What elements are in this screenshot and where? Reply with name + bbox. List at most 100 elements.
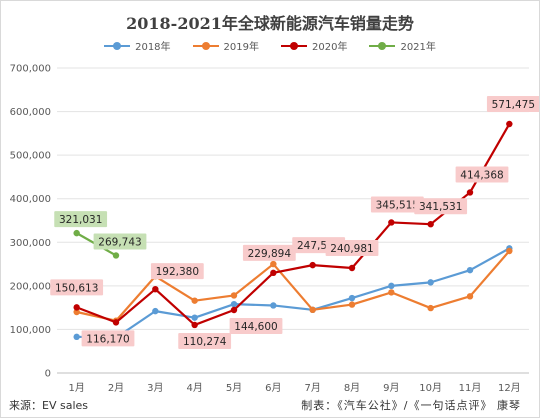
data-label-box bbox=[54, 211, 108, 228]
legend-swatch-2021 bbox=[369, 41, 396, 50]
chart-title: 2018-2021年全球新能源汽车销量走势 bbox=[126, 14, 414, 33]
series-line bbox=[76, 250, 511, 322]
data-label: 341,531 bbox=[419, 201, 462, 213]
data-label: 571,475 bbox=[492, 99, 535, 111]
source-note: 来源：EV sales bbox=[9, 399, 88, 412]
legend-item-2020: 2020年 bbox=[281, 38, 347, 53]
data-point bbox=[466, 266, 474, 274]
data-point bbox=[191, 314, 198, 321]
data-point bbox=[348, 264, 356, 272]
data-label-box bbox=[370, 196, 424, 213]
data-point bbox=[73, 304, 80, 311]
data-label-box bbox=[455, 166, 509, 183]
data-point bbox=[270, 302, 277, 309]
data-point bbox=[309, 306, 316, 314]
x-tick-label: 6月 bbox=[265, 382, 281, 394]
y-tick-label: 400,000 bbox=[10, 194, 51, 205]
data-label-box bbox=[242, 244, 296, 261]
data-label-box bbox=[50, 279, 104, 296]
legend-item-2021: 2021年 bbox=[369, 38, 436, 53]
x-tick-label: 8月 bbox=[344, 382, 360, 394]
series-line bbox=[76, 247, 510, 339]
y-tick-label: 300,000 bbox=[10, 238, 51, 249]
data-point bbox=[388, 289, 395, 296]
series-line bbox=[76, 123, 511, 327]
data-label-box bbox=[178, 332, 232, 349]
legend-label-2018: 2018年 bbox=[135, 42, 171, 53]
x-tick-label: 11月 bbox=[459, 382, 482, 394]
data-label: 414,368 bbox=[460, 169, 503, 181]
x-tick-label: 5月 bbox=[226, 382, 242, 394]
x-tick-label: 12月 bbox=[498, 382, 521, 394]
x-tick-label: 4月 bbox=[186, 382, 202, 394]
data-label: 150,613 bbox=[55, 282, 98, 294]
data-label: 144,600 bbox=[234, 321, 277, 333]
data-point bbox=[506, 247, 513, 255]
credit-note: 制表：《汽车公社》/《一句话点评》 康琴 bbox=[301, 399, 521, 412]
data-point bbox=[152, 285, 159, 293]
data-point bbox=[348, 301, 356, 308]
data-label-box bbox=[325, 240, 379, 257]
data-point bbox=[466, 293, 474, 300]
data-label-box bbox=[150, 263, 204, 280]
x-tick-label: 3月 bbox=[147, 382, 163, 394]
data-label: 269,743 bbox=[98, 236, 141, 248]
x-tick-label: 2月 bbox=[108, 382, 124, 394]
data-label-box bbox=[93, 233, 147, 250]
data-label-box bbox=[414, 198, 468, 215]
data-point bbox=[348, 294, 356, 302]
data-point bbox=[427, 304, 434, 312]
data-point bbox=[309, 261, 316, 269]
data-point bbox=[270, 260, 277, 268]
x-tick-label: 1月 bbox=[68, 382, 84, 394]
legend-swatch-2020 bbox=[281, 41, 307, 50]
data-point bbox=[191, 321, 198, 329]
data-point bbox=[427, 279, 434, 286]
data-point bbox=[73, 333, 80, 341]
data-point bbox=[230, 306, 238, 314]
legend-swatch-2019 bbox=[192, 41, 219, 50]
data-label: 321,031 bbox=[59, 214, 102, 226]
data-point bbox=[506, 120, 513, 128]
data-point bbox=[388, 282, 395, 290]
legend-label-2021: 2021年 bbox=[400, 42, 436, 53]
y-tick-label: 600,000 bbox=[10, 107, 51, 118]
data-point bbox=[270, 269, 277, 277]
data-point bbox=[112, 252, 120, 259]
y-tick-label: 200,000 bbox=[10, 281, 51, 292]
data-point bbox=[230, 292, 238, 299]
data-point bbox=[73, 229, 80, 237]
legend-label-2020: 2020年 bbox=[312, 42, 348, 53]
data-point bbox=[427, 220, 434, 228]
data-label: 192,380 bbox=[156, 266, 199, 278]
data-point bbox=[152, 307, 159, 315]
data-point bbox=[230, 300, 238, 308]
y-tick-label: 0 bbox=[45, 369, 51, 380]
legend-swatch-2018 bbox=[104, 41, 131, 50]
data-label: 116,170 bbox=[86, 333, 129, 345]
data-label: 229,894 bbox=[248, 248, 292, 260]
data-point bbox=[73, 308, 80, 316]
data-label: 240,981 bbox=[330, 243, 373, 255]
data-label-box bbox=[229, 317, 283, 334]
y-tick-label: 700,000 bbox=[10, 64, 51, 75]
data-label: 345,515 bbox=[376, 199, 419, 211]
data-label: 110,274 bbox=[183, 336, 227, 348]
y-tick-label: 500,000 bbox=[10, 151, 51, 162]
legend-item-2019: 2019年 bbox=[192, 38, 259, 53]
x-tick-label: 7月 bbox=[304, 382, 320, 394]
y-tick-label: 100,000 bbox=[10, 325, 51, 336]
data-point bbox=[388, 219, 395, 226]
x-tick-label: 10月 bbox=[419, 382, 442, 394]
data-label-box bbox=[81, 330, 135, 347]
x-tick-label: 9月 bbox=[383, 382, 399, 394]
legend-label-2019: 2019年 bbox=[223, 42, 259, 53]
legend-item-2018: 2018年 bbox=[104, 38, 171, 53]
data-point bbox=[112, 319, 120, 326]
data-label-box bbox=[486, 96, 539, 112]
data-point bbox=[466, 189, 474, 196]
data-point bbox=[191, 297, 198, 304]
chart-legend: 2018年 2019年 2020年 2021年 bbox=[1, 38, 539, 53]
